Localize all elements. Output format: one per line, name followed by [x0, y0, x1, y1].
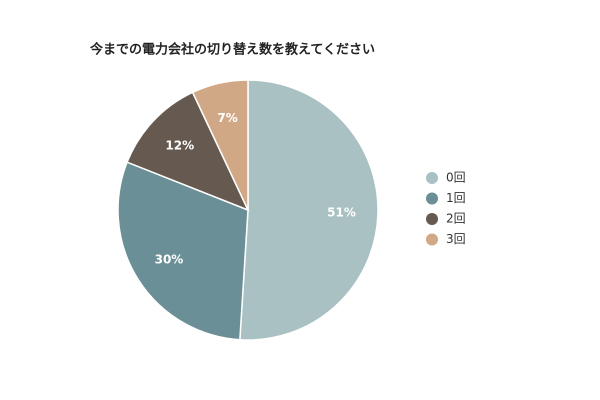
slice-label: 30%	[155, 253, 184, 267]
slice-label: 7%	[217, 111, 237, 125]
legend-marker	[426, 192, 438, 205]
legend-label: 2回	[446, 212, 466, 226]
slice-label: 12%	[165, 138, 194, 152]
legend-label: 1回	[446, 191, 466, 205]
slice-label: 51%	[327, 205, 356, 219]
chart-title: 今までの電力会社の切り替え数を教えてください	[89, 42, 375, 58]
legend-marker	[426, 172, 438, 184]
pie-slice	[126, 91, 250, 212]
pie-slice	[239, 79, 379, 341]
legend-marker	[426, 233, 438, 246]
legend-marker	[426, 213, 438, 225]
pie-slice	[117, 161, 249, 341]
pie-slice	[191, 79, 249, 211]
legend-label: 0回	[446, 171, 466, 185]
legend-label: 3回	[446, 232, 466, 246]
